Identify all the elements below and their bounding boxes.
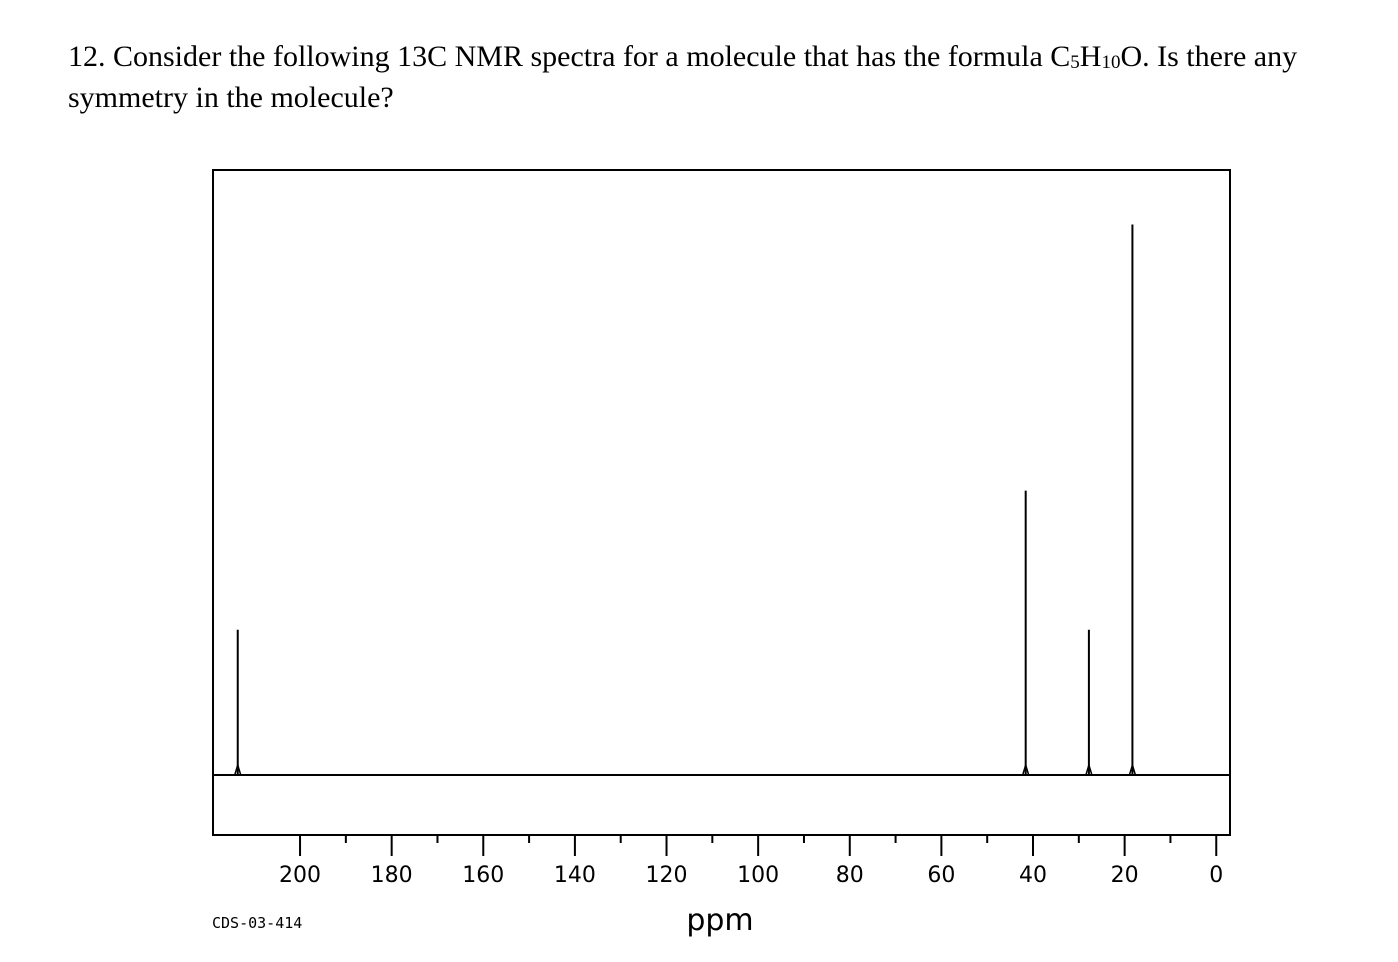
question-number: 12. [68, 40, 106, 73]
x-axis-title: ppm [686, 903, 753, 938]
tick-label-1: 180 [371, 863, 413, 888]
x-axis-tick-labels: 200 180 160 140 120 100 80 60 40 20 0 [279, 863, 1223, 888]
x-axis-ticks [299, 835, 1218, 856]
peaks [234, 224, 1137, 776]
molecular-formula: C5H10O [1050, 40, 1143, 73]
question-text-after: . Is there any symmetry in the molecule? [68, 40, 1298, 114]
tick-label-8: 40 [1019, 863, 1047, 888]
question-text: 12. Consider the following 13C NMR spect… [68, 36, 1358, 118]
spectrum-code-label: CDS-03-414 [212, 914, 302, 932]
tick-label-7: 60 [927, 863, 955, 888]
plot-frame [212, 169, 1231, 836]
tick-label-6: 80 [836, 863, 864, 888]
peak-base-0 [234, 762, 242, 776]
peak-base-3 [1128, 762, 1137, 776]
peak-base-1 [1021, 762, 1030, 776]
peak-base-2 [1085, 762, 1093, 776]
tick-label-10: 0 [1209, 863, 1223, 888]
question-text-before: Consider the following 13C NMR spectra f… [113, 40, 1051, 73]
tick-label-3: 140 [554, 863, 596, 888]
tick-label-9: 20 [1111, 863, 1139, 888]
tick-label-4: 120 [646, 863, 688, 888]
tick-label-0: 200 [279, 863, 321, 888]
tick-label-2: 160 [462, 863, 504, 888]
tick-label-5: 100 [737, 863, 779, 888]
